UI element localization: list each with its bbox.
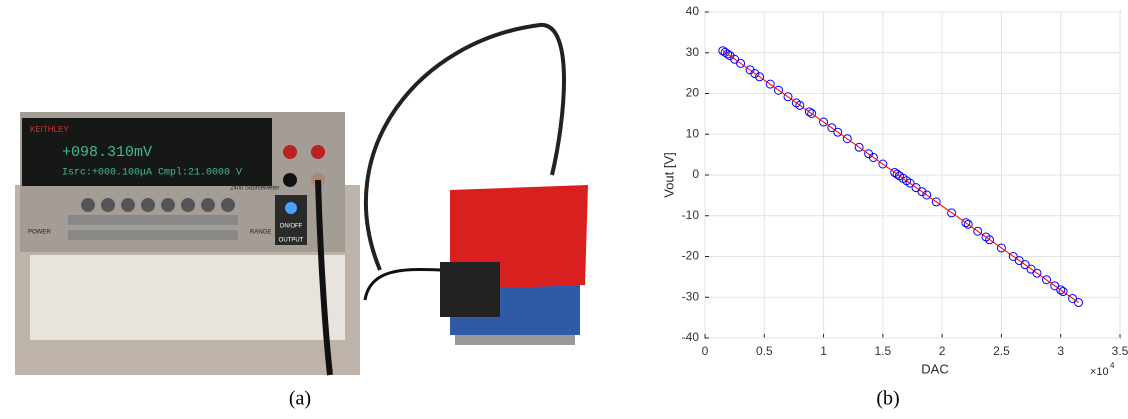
data-point	[963, 219, 973, 229]
data-point	[1020, 260, 1030, 270]
photo: KEITHLEY +098.310mV Isrc:+000.100μA Cmpl…	[15, 22, 588, 376]
display-main: +098.310mV	[62, 144, 152, 161]
y-tick-label: -10	[682, 208, 700, 222]
x-multiplier: ×10	[1090, 366, 1109, 378]
data-point	[1026, 264, 1036, 274]
data-point	[807, 108, 817, 118]
data-point	[922, 190, 932, 200]
data-point	[1074, 298, 1083, 308]
data-point	[961, 218, 971, 228]
data-point	[917, 187, 927, 197]
standoff	[455, 335, 575, 345]
data-point	[730, 54, 740, 64]
x-tick-label: 0	[702, 344, 709, 358]
display-sub: Isrc:+000.100μA Cmpl:21.0000 V	[62, 167, 242, 179]
data-point	[892, 169, 902, 179]
model: 2400 SourceMeter	[230, 186, 279, 192]
data-point	[1056, 285, 1066, 295]
x-tick-label: 0.5	[756, 344, 773, 358]
data-point	[765, 79, 775, 89]
data-point	[842, 134, 852, 144]
power-label: POWER	[28, 230, 51, 236]
y-tick-label: 0	[692, 167, 699, 181]
data-point	[973, 226, 983, 236]
data-point	[868, 152, 878, 162]
data-point	[736, 58, 746, 68]
y-tick-label: -40	[682, 330, 700, 344]
data-point	[1058, 287, 1068, 297]
panel-label: (a)	[289, 388, 311, 410]
data-point	[905, 178, 915, 188]
y-tick-label: 20	[686, 86, 700, 100]
x-tick-label: 1	[820, 344, 827, 358]
instrument-shelf	[30, 255, 345, 340]
display	[22, 118, 272, 186]
data-point	[1008, 252, 1018, 261]
connector	[440, 262, 500, 317]
output-label: OUTPUT	[279, 238, 304, 244]
x-tick-label: 2.5	[993, 344, 1010, 358]
data-point	[911, 183, 921, 193]
data-point	[819, 117, 829, 127]
data-point	[774, 85, 784, 95]
data-point	[878, 159, 888, 169]
y-tick-label: 10	[686, 126, 700, 140]
x-axis-label: DAC	[921, 361, 948, 376]
x-tick-label: 3.5	[1112, 344, 1128, 358]
terminal	[311, 145, 325, 159]
buttons	[68, 198, 238, 240]
data-point	[750, 69, 760, 79]
data-point	[1050, 281, 1060, 291]
onoff-label: ON/OFF	[280, 224, 303, 230]
data-point	[1032, 268, 1042, 278]
y-tick-label: 30	[686, 45, 700, 59]
cable	[363, 267, 441, 301]
data-point	[1068, 293, 1078, 303]
data-point	[854, 142, 864, 152]
data-point	[718, 46, 728, 56]
data-point	[833, 127, 843, 137]
y-tick-label: -20	[682, 249, 700, 263]
y-tick-label: 40	[686, 4, 700, 18]
y-tick-label: -30	[682, 289, 700, 303]
data-point	[1014, 256, 1024, 266]
cable	[315, 179, 333, 376]
data-point	[783, 92, 793, 102]
x-multiplier-exponent: 4	[1110, 361, 1115, 370]
terminal	[283, 173, 297, 187]
data-point	[804, 107, 814, 117]
cable	[363, 22, 566, 271]
data-point	[723, 49, 733, 59]
data-point	[827, 123, 837, 133]
led	[285, 202, 297, 214]
y-axis-label: Vout [V]	[661, 152, 676, 198]
x-tick-label: 3	[1057, 344, 1064, 358]
data-point	[755, 72, 765, 82]
terminal	[283, 145, 297, 159]
panel-label: (b)	[876, 388, 899, 410]
data-point	[720, 47, 730, 57]
data-point	[1041, 275, 1051, 285]
brand: KEITHLEY	[30, 125, 69, 134]
data-point	[795, 100, 805, 110]
range-label: RANGE	[250, 230, 271, 236]
data-point	[890, 168, 900, 178]
data-point	[985, 235, 995, 245]
x-tick-label: 1.5	[875, 344, 892, 358]
data-point	[931, 197, 941, 207]
x-tick-label: 2	[939, 344, 946, 358]
data-point	[996, 243, 1006, 253]
data-point	[947, 208, 957, 218]
fit-line	[722, 50, 1079, 303]
